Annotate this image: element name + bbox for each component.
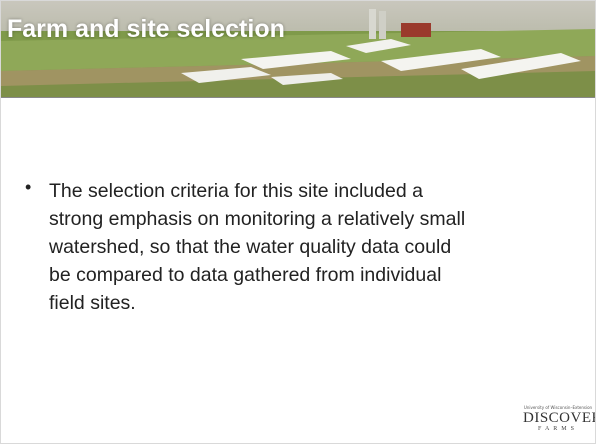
slide: Farm and site selection • The selection … (0, 0, 596, 444)
bullet-marker: • (25, 177, 31, 198)
bullet-line: The selection criteria for this site inc… (49, 177, 465, 205)
bullet-line: watershed, so that the water quality dat… (49, 233, 465, 261)
slide-title: Farm and site selection (7, 15, 285, 44)
logo: University of Wisconsin–Extension DISCOV… (523, 405, 593, 443)
logo-name: DISCOVERY (523, 410, 593, 426)
bullet-line: field sites. (49, 289, 465, 317)
bullet-list: • The selection criteria for this site i… (25, 177, 441, 317)
bullet-line: strong emphasis on monitoring a relative… (49, 205, 465, 233)
logo-subtitle: FARMS (523, 426, 593, 432)
bullet-text: The selection criteria for this site inc… (25, 177, 441, 317)
bullet-line: be compared to data gathered from indivi… (49, 261, 465, 289)
